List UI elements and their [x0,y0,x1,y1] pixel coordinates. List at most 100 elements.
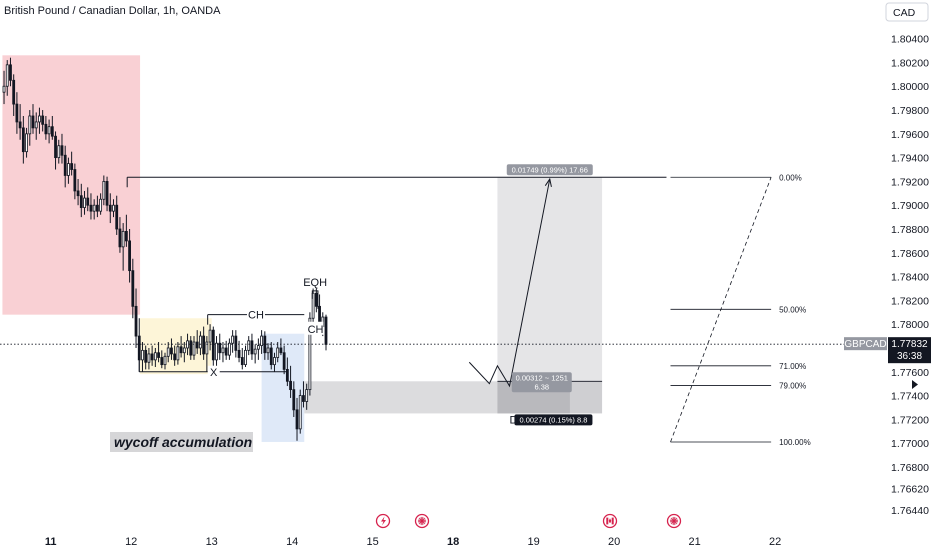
candle-body [231,335,235,344]
price-tag-value: 1.77832 [891,339,928,350]
candle [244,345,247,368]
candle-body [179,346,183,354]
candle-body [273,357,276,366]
candle [218,333,222,360]
candle-body [240,357,244,366]
x-axis[interactable]: 11 12 13 14 15 18 19 20 21 22 [45,536,781,548]
target-label-bg [506,164,593,176]
supply-zone [2,55,141,315]
candle [95,195,99,218]
candle [2,70,6,105]
candle [302,381,305,408]
candle [134,288,138,348]
y-axis[interactable]: 1.80400 1.80200 1.80000 1.79800 1.79600 1.794… [844,34,931,517]
candle [41,110,45,132]
candle [18,104,22,140]
candle-body [31,115,35,129]
lightning-event-icon[interactable] [375,513,391,529]
candle [231,330,235,353]
wycoff-label: wycoff accumulation [110,432,253,452]
projection-path [468,178,551,388]
candle [131,258,135,319]
target-label: 0.01749 (0.99%) 17.66 [512,165,588,174]
y-tick-label: 1.79600 [891,129,929,141]
projection-arrow-head [544,177,552,187]
price-tag-bg [888,337,931,364]
candle [21,115,25,164]
candle [50,115,54,140]
entry-label-1: 0.00312 ~ 1251 [516,373,568,382]
candle-body [285,368,289,382]
scale-arrow-icon[interactable] [912,380,918,389]
candle-body [221,347,225,354]
y-tick-label: 1.80000 [891,81,929,93]
candle-body [34,121,38,129]
y-tick-label: 1.79000 [891,200,929,212]
candle-body [102,181,106,200]
x-tick-label: 20 [608,536,620,548]
candle [147,347,151,370]
y-tick-label: 1.78000 [891,319,929,331]
y-tick-label: 1.77600 [891,367,929,379]
candle-body [118,228,122,248]
candle [189,336,193,360]
currency-label: CAD [893,7,916,19]
candle [128,229,131,283]
candle [266,343,270,360]
candle-body [163,355,167,366]
candle-body [115,204,119,230]
y-tick-label: 1.80400 [891,34,929,46]
candle-body [137,335,141,361]
candle-body [12,79,16,105]
candle [54,131,57,170]
candle-body [134,305,138,337]
candle-body [38,115,41,123]
choch-label-bg [246,307,265,321]
candle-body [160,357,164,366]
stop-label-bg [514,414,593,426]
candle-body [173,353,177,361]
candle [102,175,106,206]
y-tick-label: 1.76440 [891,505,929,517]
y-tick-label: 1.79800 [891,105,929,117]
candle-body [199,335,202,349]
candle [144,345,148,370]
candle [86,187,90,212]
candle-body [44,123,48,135]
candle [208,324,212,351]
candle [282,345,286,375]
y-tick-label: 1.78400 [891,272,929,284]
candle-body [89,204,93,212]
candle-body [5,64,9,87]
eqh-label: EQH [303,277,327,289]
candle-body [208,329,212,343]
candle-body [279,347,283,354]
currency-selector[interactable]: CAD [885,2,929,22]
candle-body [57,145,61,159]
candle [25,127,28,158]
fib-level-label: 100.00% [779,438,811,447]
gb-flag-event-icon[interactable] [414,513,430,529]
candle [121,223,125,271]
candle-body [95,204,99,212]
candle [83,190,86,215]
x-tick-label: 14 [286,536,298,548]
candle [12,74,16,116]
candle [28,110,32,146]
candle [179,336,183,358]
candle [76,179,80,206]
y-tick-label: 1.77400 [891,391,929,403]
candle [38,107,41,134]
fib-trend-line [670,177,772,443]
ca-flag-event-icon[interactable] [602,513,618,529]
candle-body [276,347,280,358]
y-tick-label: 1.80200 [891,57,929,69]
gb-flag-event-icon-2[interactable] [666,513,682,529]
candle [276,342,280,363]
candle-body [105,181,109,206]
event-icons[interactable] [375,513,682,529]
symbol-tag: GBPCAD [844,339,886,350]
fib-level-label: 0.00% [779,173,802,182]
candle-body [182,347,186,354]
